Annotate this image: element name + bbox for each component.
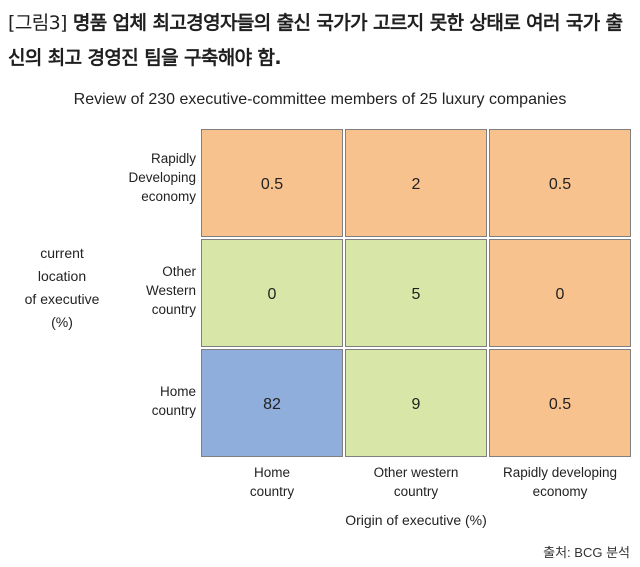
row-label-rapidly-developing: Rapidly Developing economy [128, 151, 196, 204]
column-label-rapidly-developing: Rapidly developing economy [502, 465, 618, 499]
heatmap-value-r0-c2: 0.5 [549, 176, 571, 193]
heatmap-value-r0-c1: 2 [412, 176, 421, 193]
figure-tag: [그림3] [8, 12, 67, 34]
heatmap-value-r2-c1: 9 [412, 396, 421, 413]
x-axis-label: Origin of executive (%) [345, 512, 487, 528]
heatmap-cell-r0-c1 [345, 129, 487, 237]
heatmap-cell-r0-c2 [489, 129, 631, 237]
source-note: 출처: BCG 분석 [543, 545, 630, 560]
heatmap-cell-r0-c0 [201, 129, 343, 237]
caption-text: 명품 업체 최고경영자들의 출신 국가가 고르지 못한 상태로 여러 국가 출신… [8, 12, 623, 69]
heatmap-value-r1-c0: 0 [268, 286, 277, 303]
figure-caption: [그림3] 명품 업체 최고경영자들의 출신 국가가 고르지 못한 상태로 여러… [8, 6, 632, 76]
heatmap-value-r1-c2: 0 [556, 286, 565, 303]
row-label-other-western: Other Western country [145, 264, 196, 317]
heatmap-cell-r2-c0 [201, 349, 343, 457]
heatmap-cell-r1-c0 [201, 239, 343, 347]
heatmap-cell-r2-c2 [489, 349, 631, 457]
heatmap-cell-r1-c2 [489, 239, 631, 347]
y-axis-label: current location of executive (%) [24, 245, 100, 330]
row-label-home-country: Home country [151, 384, 196, 418]
heatmap-value-r2-c2: 0.5 [549, 396, 571, 413]
heatmap-value-r1-c1: 5 [412, 286, 421, 303]
heatmap-cell-r1-c1 [345, 239, 487, 347]
heatmap-value-r0-c0: 0.5 [261, 176, 283, 193]
column-label-other-western: Other western country [373, 465, 459, 499]
heatmap-cell-r2-c1 [345, 349, 487, 457]
column-label-home-country: Home country [249, 465, 295, 499]
heatmap-value-r2-c0: 82 [263, 396, 281, 413]
chart-title: Review of 230 executive-committee member… [73, 91, 567, 108]
